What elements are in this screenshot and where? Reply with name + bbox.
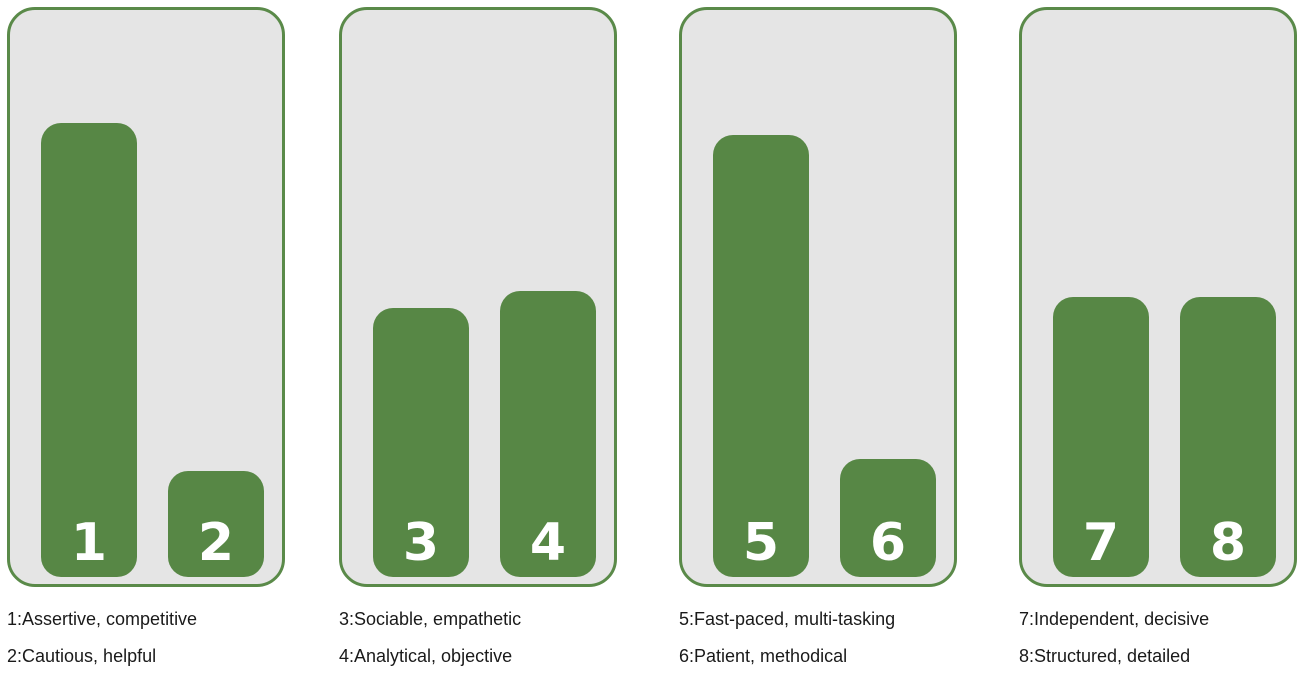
bar-4: 4 <box>500 291 596 577</box>
bar-5: 5 <box>713 135 809 577</box>
bar-label-6: 6 <box>869 513 907 573</box>
legend-entry-3: 3:Sociable, empathetic <box>339 609 522 629</box>
legend-entry-6: 6:Patient, methodical <box>679 646 848 666</box>
bar-1: 1 <box>41 123 137 577</box>
bar-label-7: 7 <box>1082 513 1120 573</box>
bar-label-5: 5 <box>742 513 780 573</box>
legend-entry-8: 8:Structured, detailed <box>1019 646 1191 666</box>
bar-2: 2 <box>168 471 264 577</box>
bar-label-3: 3 <box>402 513 440 573</box>
bar-label-8: 8 <box>1209 513 1247 573</box>
bar-7: 7 <box>1053 297 1149 577</box>
bar-label-4: 4 <box>529 513 567 573</box>
legend-entry-7: 7:Independent, decisive <box>1019 609 1210 629</box>
bar-3: 3 <box>373 308 469 577</box>
bar-label-2: 2 <box>197 513 235 573</box>
legend-group-1: 1:Assertive, competitive 2:Cautious, help… <box>7 608 307 682</box>
legend-group-3: 5:Fast-paced, multi-tasking 6:Patient, me… <box>679 608 979 682</box>
bar-8: 8 <box>1180 297 1276 577</box>
legend-group-4: 7:Independent, decisive 8:Structured, det… <box>1019 608 1302 682</box>
bar-label-1: 1 <box>70 513 108 573</box>
legend-entry-4: 4:Analytical, objective <box>339 646 513 666</box>
bar-6: 6 <box>840 459 936 577</box>
legend-entry-1: 1:Assertive, competitive <box>7 609 198 629</box>
legend-entry-5: 5:Fast-paced, multi-tasking <box>679 609 896 629</box>
legend-group-2: 3:Sociable, empathetic 4:Analytical, obje… <box>339 608 639 682</box>
legend-entry-2: 2:Cautious, helpful <box>7 646 157 666</box>
